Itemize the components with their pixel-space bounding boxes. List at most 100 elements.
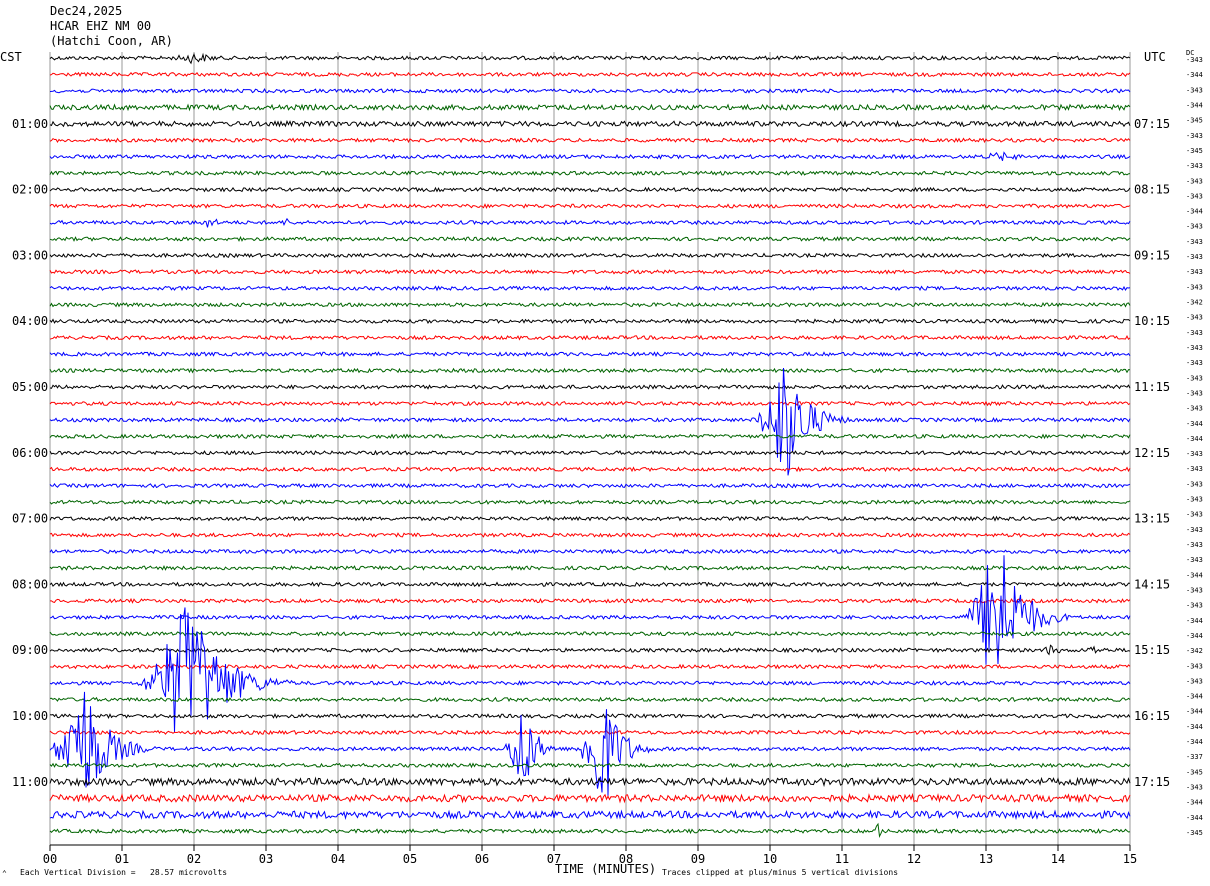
trace-line: [49, 581, 1131, 588]
utc-hour-label: 13:15: [1134, 512, 1170, 526]
dc-offset-label: -344: [1186, 208, 1203, 216]
dc-offset-label: -343: [1186, 496, 1203, 504]
dc-offset-label: -343: [1186, 56, 1203, 64]
dc-offset-label: -343: [1186, 344, 1203, 352]
utc-hour-label: 12:15: [1134, 446, 1170, 460]
dc-offset-column: -343 -344 -343 -344 -345 -343 -345 -343 -343 -343…: [1186, 56, 1203, 837]
seismic-traces: [49, 52, 1131, 839]
dc-offset-label: -344: [1186, 617, 1203, 625]
trace-line: [49, 644, 1131, 656]
trace-line: [49, 433, 1131, 440]
x-tick-label: 10: [763, 852, 777, 866]
trace-line: [49, 334, 1131, 341]
cst-hour-label: 01:00: [12, 117, 48, 131]
x-tick-label: 05: [403, 852, 417, 866]
dc-offset-label: -343: [1186, 480, 1203, 488]
trace-line: [49, 564, 1131, 571]
dc-offset-label: -345: [1186, 829, 1203, 837]
trace-line: [49, 203, 1131, 210]
trace-line: [49, 822, 1131, 839]
cst-hour-label: 06:00: [12, 446, 48, 460]
dc-offset-label: -344: [1186, 723, 1203, 731]
cst-hour-label: 04:00: [12, 314, 48, 328]
cst-hour-label: 09:00: [12, 643, 48, 657]
scale-marker: ⌃: [2, 869, 7, 878]
utc-hour-label: 10:15: [1134, 314, 1170, 328]
clip-note: Traces clipped at plus/minus 5 vertical …: [662, 868, 898, 877]
x-tick-label: 15: [1123, 852, 1137, 866]
header-date: Dec24,2025: [50, 4, 122, 18]
dc-offset-label: -344: [1186, 738, 1203, 746]
trace-line: [49, 548, 1131, 555]
utc-hour-label: 16:15: [1134, 709, 1170, 723]
trace-line: [49, 268, 1131, 275]
dc-offset-label: -343: [1186, 329, 1203, 337]
trace-line: [49, 696, 1131, 703]
dc-offset-label: -342: [1186, 647, 1203, 655]
utc-hour-label: 08:15: [1134, 183, 1170, 197]
trace-line: [49, 449, 1131, 456]
dc-offset-label: -345: [1186, 768, 1203, 776]
trace-line: [49, 630, 1131, 637]
cst-hour-label: 08:00: [12, 577, 48, 591]
dc-offset-label: -343: [1186, 587, 1203, 595]
trace-line: [49, 532, 1131, 538]
trace-line: [49, 776, 1131, 788]
trace-line: [49, 87, 1131, 94]
trace-line: [49, 52, 1131, 65]
dc-offset-label: -343: [1186, 405, 1203, 413]
dc-offset-label: -344: [1186, 71, 1203, 79]
cst-hour-label: 07:00: [12, 512, 48, 526]
trace-line: [49, 713, 1131, 719]
dc-offset-label: -345: [1186, 117, 1203, 125]
dc-offset-label: -343: [1186, 268, 1203, 276]
cst-hour-label: 11:00: [12, 775, 48, 789]
cst-hour-label: 05:00: [12, 380, 48, 394]
trace-line: [49, 400, 1131, 407]
dc-header-label: DC: [1186, 49, 1194, 57]
header-location: (Hatchi Coon, AR): [50, 34, 173, 48]
dc-offset-label: -337: [1186, 753, 1203, 761]
dc-offset-label: -343: [1186, 662, 1203, 670]
dc-offset-label: -345: [1186, 147, 1203, 155]
trace-line: [49, 466, 1131, 473]
dc-offset-label: -343: [1186, 450, 1203, 458]
x-tick-label: 13: [979, 852, 993, 866]
utc-hour-label: 09:15: [1134, 248, 1170, 262]
x-tick-label: 03: [259, 852, 273, 866]
dc-offset-label: -343: [1186, 511, 1203, 519]
dc-offset-label: -343: [1186, 541, 1203, 549]
dc-offset-label: -343: [1186, 238, 1203, 246]
hour-labels: 01:00 02:00 03:00 04:00 05:00 06:00 07:00 08:00…: [12, 117, 1170, 789]
trace-line: [49, 367, 1131, 374]
trace-line: [49, 186, 1131, 193]
cst-hour-label: 10:00: [12, 709, 48, 723]
x-tick-label: 08: [619, 852, 633, 866]
trace-line: [49, 151, 1131, 161]
dc-offset-label: -343: [1186, 556, 1203, 564]
dc-offset-label: -344: [1186, 799, 1203, 807]
trace-line: [49, 137, 1131, 144]
utc-hour-label: 14:15: [1134, 577, 1170, 591]
dc-offset-label: -343: [1186, 465, 1203, 473]
trace-line: [50, 597, 1131, 604]
dc-offset-label: -344: [1186, 708, 1203, 716]
trace-line: [49, 301, 1131, 308]
trace-line: [49, 170, 1131, 177]
dc-offset-label: -343: [1186, 253, 1203, 261]
x-tick-label: 04: [331, 852, 345, 866]
dc-offset-label: -342: [1186, 299, 1203, 307]
trace-line: [49, 691, 1131, 797]
x-tick-label: 14: [1051, 852, 1065, 866]
utc-hour-label: 17:15: [1134, 775, 1170, 789]
trace-line: [49, 103, 1131, 112]
cst-hour-label: 02:00: [12, 183, 48, 197]
dc-offset-label: -343: [1186, 359, 1203, 367]
trace-line: [49, 663, 1131, 670]
trace-line: [49, 119, 1131, 128]
dc-offset-label: -344: [1186, 435, 1203, 443]
x-tick-label: 01: [115, 852, 129, 866]
dc-offset-label: -343: [1186, 784, 1203, 792]
dc-offset-label: -343: [1186, 677, 1203, 685]
